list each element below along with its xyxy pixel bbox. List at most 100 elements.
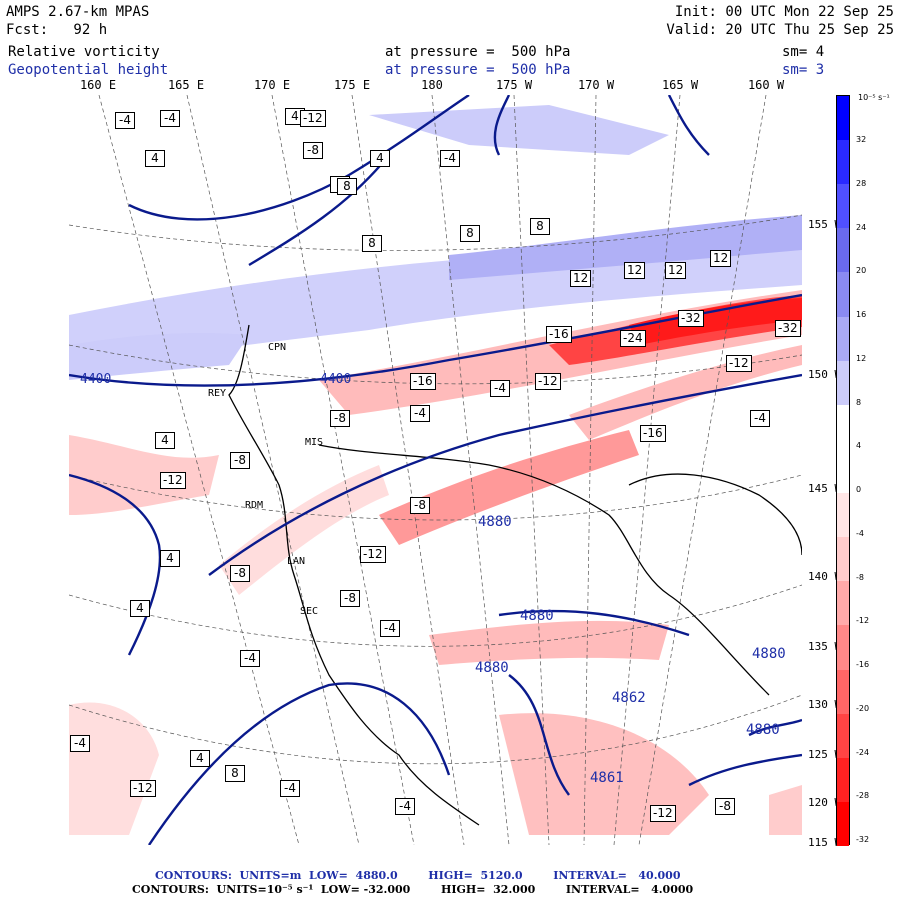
vorticity-contour-label: -32 [775, 320, 801, 337]
colorbar-segment [837, 757, 849, 802]
colorbar-segment [837, 316, 849, 361]
colorbar-tick-label: 0 [856, 485, 862, 494]
vorticity-contour-label: -8 [230, 452, 250, 469]
vorticity-contour-label: -16 [410, 373, 436, 390]
graticule [69, 95, 802, 845]
vorticity-contour-label: -8 [230, 565, 250, 582]
colorbar-tick-label: -4 [856, 528, 864, 538]
vorticity-contour-label: 8 [362, 235, 382, 252]
vorticity-contour-label: -12 [130, 780, 156, 797]
lon-label-7: 170 W [577, 78, 615, 92]
colorbar-tick-label: -24 [856, 747, 870, 757]
lon-label-3: 170 E [253, 78, 291, 92]
vorticity-contour-label: 12 [624, 262, 646, 279]
vorticity-contour-label: 4 [190, 750, 210, 767]
lon-label-5: 180 [421, 78, 443, 92]
vorticity-contour-label: -4 [160, 110, 180, 127]
colorbar-segment [837, 493, 849, 538]
colorbar-segment [837, 801, 849, 846]
vorticity-contour-label: -4 [380, 620, 400, 637]
height-label: 4880 [475, 660, 509, 676]
vorticity-contour-label: 4 [130, 600, 150, 617]
field2-level: at pressure = 500 hPa [385, 62, 571, 78]
coastline [228, 324, 802, 826]
vorticity-contour-label: -4 [490, 380, 510, 397]
vorticity-contour-label: 4 [370, 150, 390, 167]
init-time: Init: 00 UTC Mon 22 Sep 25 [674, 4, 894, 20]
lat-label-7: 125 W [808, 748, 842, 761]
colorbar-segment [837, 669, 849, 714]
colorbar-tick-label: 32 [856, 135, 867, 144]
station-label: LAN [287, 556, 306, 567]
vorticity-contour-label: -16 [640, 425, 666, 442]
lat-label-1: 155 W [808, 218, 842, 231]
forecast-hour: Fcst: 92 h [6, 22, 108, 38]
footer-height-contours: CONTOURS: UNITS=m LOW= 4880.0 HIGH= 5120… [155, 869, 681, 882]
vorticity-contour-label: 8 [225, 765, 245, 782]
colorbar-segment [837, 140, 849, 185]
vorticity-contour-label: -24 [620, 330, 646, 347]
height-label: 4880 [746, 722, 780, 738]
vorticity-contour-label: 4 [145, 150, 165, 167]
vorticity-contour-label: 12 [570, 270, 592, 287]
colorbar-segment [837, 360, 849, 405]
vorticity-contour-label: -8 [330, 410, 350, 427]
vorticity-contour-label: -4 [410, 405, 430, 422]
vorticity-contour-label: -4 [115, 112, 135, 129]
colorbar-segment [837, 96, 849, 141]
height-label: 4400 [80, 372, 112, 387]
field1-smoothing: sm= 4 [782, 44, 825, 60]
vorticity-contour-label: -12 [160, 472, 186, 489]
lat-label-5: 135 W [808, 640, 842, 653]
vorticity-contour-label: -4 [395, 798, 415, 815]
height-label: 4880 [520, 608, 554, 624]
map-plot [69, 95, 802, 845]
vorticity-contour-label: -4 [240, 650, 260, 667]
vorticity-contour-label: 12 [665, 262, 687, 279]
colorbar-tick-label: 8 [856, 397, 862, 407]
vorticity-contour-label: -4 [280, 780, 300, 797]
station-label: SEC [300, 606, 319, 617]
colorbar-tick-label: 28 [856, 178, 867, 188]
vorticity-contour-label: 4 [155, 432, 175, 449]
lat-label-9: 115 W [808, 836, 842, 849]
lon-label-1: 160 E [79, 78, 117, 92]
vorticity-contour-label: -32 [678, 310, 704, 327]
lon-label-8: 165 W [661, 78, 699, 92]
vorticity-contour-label: -12 [535, 373, 561, 390]
colorbar-segment [837, 713, 849, 758]
footer-vorticity-contours: CONTOURS: UNITS=10⁻⁵ s⁻¹ LOW= -32.000 HI… [132, 883, 694, 896]
colorbar-segment [837, 272, 849, 317]
colorbar [836, 95, 850, 846]
colorbar-tick-label: 4 [856, 441, 862, 451]
vorticity-contour-label: -8 [340, 590, 360, 607]
height-label: 4400 [320, 372, 352, 387]
colorbar-segment [837, 228, 849, 273]
lat-label-3: 145 W [808, 482, 842, 495]
colorbar-tick-label: -16 [856, 660, 870, 669]
height-label: 4862 [612, 690, 646, 706]
station-label: CPN [268, 342, 287, 353]
field2-name: Geopotential height [8, 62, 169, 78]
valid-time: Valid: 20 UTC Thu 25 Sep 25 [666, 22, 894, 38]
vorticity-contour-label: -16 [546, 326, 572, 343]
vorticity-contour-label: -12 [360, 546, 386, 563]
height-label: 4880 [478, 514, 512, 530]
vorticity-contour-label: -8 [303, 142, 323, 159]
vorticity-contour-label: 4 [160, 550, 180, 567]
vorticity-contour-label: 12 [710, 250, 732, 267]
lat-label-4: 140 W [808, 570, 842, 583]
lon-label-9: 160 W [747, 78, 785, 92]
field2-smoothing: sm= 3 [782, 62, 825, 78]
colorbar-segment [837, 625, 849, 670]
lon-label-2: 165 E [167, 78, 205, 92]
colorbar-unit: 10⁻⁵ s⁻¹ [858, 93, 890, 102]
height-label: 4861 [590, 770, 624, 786]
station-label: REY [208, 388, 227, 399]
colorbar-tick-label: -32 [856, 835, 870, 844]
colorbar-segment [837, 184, 849, 229]
vorticity-contour-label: -4 [750, 410, 770, 427]
vorticity-contour-label: 8 [530, 218, 550, 235]
colorbar-tick-label: -8 [856, 572, 864, 582]
lat-label-6: 130 W [808, 698, 842, 711]
